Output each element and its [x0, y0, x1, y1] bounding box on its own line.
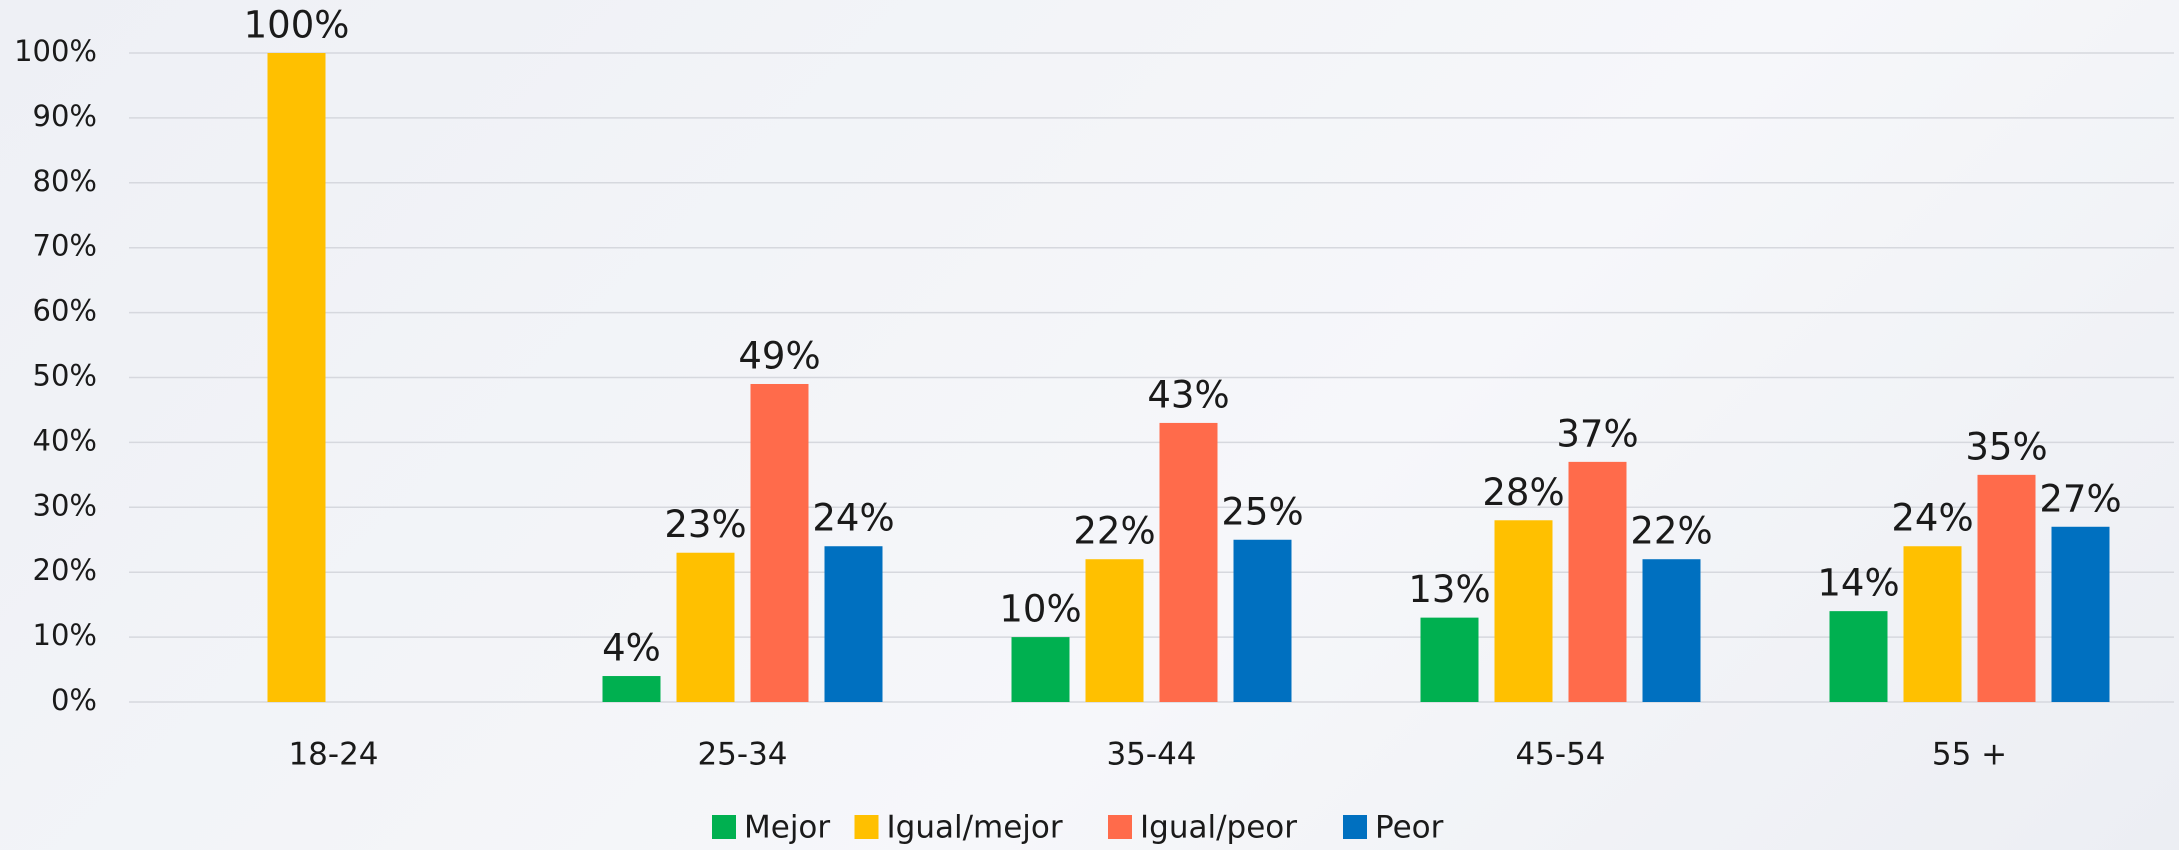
bar: [1568, 461, 1627, 702]
value-label: 24%: [1891, 497, 1973, 540]
value-label: 22%: [1630, 510, 1712, 553]
value-label: 22%: [1073, 510, 1155, 553]
legend-label: Mejor: [744, 810, 830, 846]
value-label: 27%: [2039, 477, 2121, 520]
bar: [2051, 526, 2110, 702]
legend-swatch: [712, 815, 736, 839]
value-label: 13%: [1408, 568, 1490, 611]
y-tick-label: 90%: [33, 99, 97, 133]
value-label: 4%: [602, 627, 661, 670]
y-tick-label: 40%: [33, 423, 97, 457]
y-tick-label: 0%: [51, 683, 97, 717]
bar: [1233, 539, 1292, 702]
y-tick-label: 20%: [33, 553, 97, 587]
value-label: 24%: [812, 497, 894, 540]
bar: [824, 546, 883, 702]
bar: [1159, 422, 1218, 702]
value-label: 23%: [664, 503, 746, 546]
x-tick-label: 35-44: [1106, 737, 1196, 773]
legend-label: Igual/peor: [1140, 810, 1297, 846]
y-tick-label: 30%: [33, 488, 97, 522]
bar: [676, 552, 735, 702]
legend-label: Igual/mejor: [887, 810, 1063, 846]
legend-swatch: [1343, 815, 1367, 839]
y-tick-label: 10%: [33, 618, 97, 652]
value-label: 28%: [1482, 471, 1564, 514]
y-tick-label: 100%: [14, 34, 97, 68]
bar: [267, 53, 326, 702]
bar: [750, 383, 809, 702]
bar: [1977, 474, 2036, 702]
bar: [1085, 559, 1144, 702]
bar: [1903, 546, 1962, 702]
value-label: 10%: [999, 588, 1081, 631]
y-tick-label: 60%: [33, 294, 97, 328]
y-tick-label: 50%: [33, 359, 97, 393]
value-label: 35%: [1965, 425, 2047, 468]
y-tick-label: 70%: [33, 229, 97, 263]
bar: [1829, 611, 1888, 702]
legend-swatch: [1108, 815, 1132, 839]
legend-swatch: [854, 815, 879, 839]
bar: [1494, 520, 1553, 702]
value-label: 14%: [1817, 562, 1899, 605]
bar: [1642, 559, 1701, 702]
value-label: 49%: [738, 334, 820, 377]
legend-label: Peor: [1375, 810, 1444, 846]
x-tick-label: 25-34: [697, 737, 787, 773]
y-tick-label: 80%: [33, 164, 97, 198]
value-label: 100%: [244, 4, 350, 47]
bar: [1420, 617, 1479, 702]
value-label: 25%: [1221, 490, 1303, 533]
x-tick-label: 18-24: [288, 737, 378, 773]
value-label: 43%: [1147, 373, 1229, 416]
value-label: 37%: [1556, 412, 1638, 455]
bar: [602, 676, 661, 702]
x-tick-label: 45-54: [1515, 737, 1605, 773]
bar: [1011, 637, 1070, 702]
x-tick-label: 55 +: [1932, 737, 2007, 773]
